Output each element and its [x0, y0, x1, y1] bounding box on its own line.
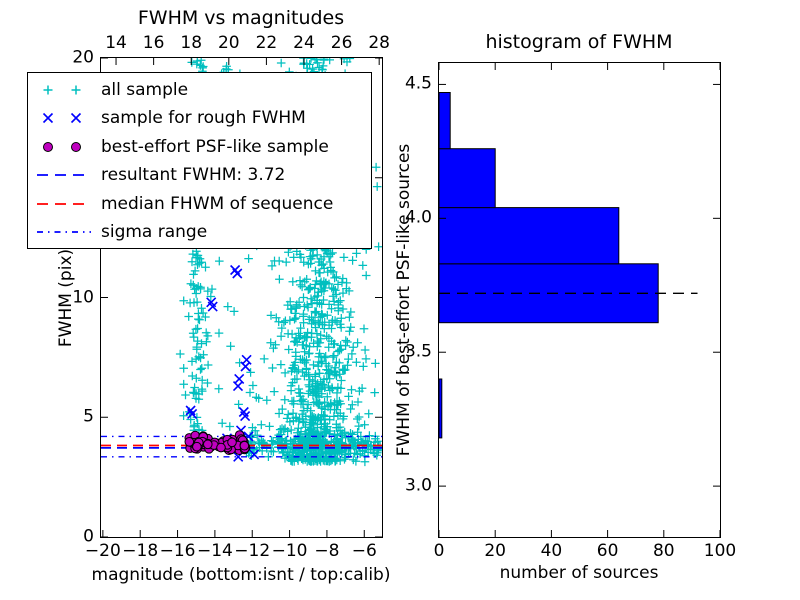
- left-y-tick-label: 5: [83, 406, 94, 427]
- circle-marker-icon: [43, 141, 81, 152]
- histogram-bar: [439, 378, 443, 439]
- left-top-tick-label: 22: [255, 33, 278, 53]
- histogram-bar: [439, 207, 620, 265]
- right-plot-axes: [438, 62, 721, 538]
- histogram-bar: [439, 92, 451, 150]
- legend: all sample sample for rough FWHM best-effo…: [27, 72, 372, 249]
- psf-sample-point: [192, 441, 202, 452]
- right-x-tick-label: 40: [540, 541, 563, 561]
- legend-entry-label: median FHWM of sequence: [101, 193, 334, 214]
- right-y-tick-label: 4.5: [404, 73, 432, 94]
- psf-sample-point: [239, 440, 250, 451]
- right-x-tick-label: 60: [596, 541, 619, 561]
- right-y-tick-label: 3.0: [404, 475, 432, 496]
- right-x-tick-label: 20: [484, 541, 507, 561]
- left-top-tick-label: 18: [180, 33, 203, 53]
- right-y-tick-label: 3.5: [404, 341, 432, 362]
- legend-entry: sample for rough FWHM: [34, 104, 306, 132]
- x-marker-icon: [42, 113, 82, 124]
- left-y-tick-label: 20: [72, 47, 94, 68]
- legend-entry-label: sample for rough FWHM: [101, 108, 306, 129]
- left-x-tick-label: −16: [159, 541, 196, 561]
- psf-sample-point: [227, 437, 237, 448]
- left-top-tick-label: 20: [217, 33, 240, 53]
- left-x-tick-label: −6: [351, 541, 377, 561]
- right-plot-canvas: [439, 63, 720, 537]
- plus-marker-icon: [43, 85, 81, 95]
- right-y-tick-label: 4.0: [404, 207, 432, 228]
- legend-entry: best-effort PSF-like sample: [34, 133, 329, 161]
- psf-sample-point: [203, 439, 213, 450]
- dashed-line-icon: [37, 174, 91, 177]
- right-plot-title: histogram of FWHM: [485, 31, 673, 53]
- histogram-bar: [439, 148, 496, 209]
- left-top-tick-label: 26: [330, 33, 353, 53]
- left-x-tick-label: −18: [122, 541, 159, 561]
- dashdot-line-icon: [37, 231, 91, 233]
- left-y-tick-label: 10: [72, 287, 94, 307]
- left-x-tick-label: −10: [271, 541, 308, 561]
- legend-entry: all sample: [34, 76, 188, 104]
- dashed-line-icon: [37, 202, 91, 205]
- legend-entry-label: best-effort PSF-like sample: [101, 136, 329, 157]
- left-plot-canvas: [101, 58, 382, 537]
- left-top-tick-label: 28: [368, 33, 390, 53]
- scatter-rough-fwhm-sample: [185, 264, 260, 462]
- psf-sample-point: [184, 437, 195, 447]
- left-top-tick-label: 16: [142, 33, 165, 53]
- legend-entry: median FHWM of sequence: [34, 190, 333, 218]
- left-plot-title: FWHM vs magnitudes: [137, 7, 345, 29]
- psf-sample-point: [216, 442, 226, 453]
- scatter-psf-like-sample: [184, 430, 251, 456]
- legend-entry: resultant FWHM: 3.72: [34, 161, 285, 189]
- legend-entry-label: all sample: [101, 80, 189, 100]
- legend-entry-label: resultant FWHM: 3.72: [101, 165, 286, 186]
- right-plot-ylabel: FWHM of best-effort PSF-like sources: [394, 143, 414, 457]
- left-top-tick-label: 14: [105, 33, 127, 53]
- left-y-tick-label: 0: [83, 526, 94, 547]
- right-x-tick-label: 0: [433, 541, 445, 561]
- left-x-tick-label: −14: [196, 541, 233, 561]
- right-x-tick-label: 100: [703, 541, 737, 561]
- legend-entry-label: sigma range: [101, 222, 208, 242]
- legend-entry: sigma range: [34, 218, 207, 246]
- left-top-tick-label: 24: [293, 33, 315, 53]
- left-x-tick-label: −20: [84, 541, 121, 561]
- left-plot-xlabel: magnitude (bottom:isnt / top:calib): [91, 565, 391, 585]
- right-plot-xlabel: number of sources: [499, 563, 659, 583]
- left-x-tick-label: −8: [314, 541, 340, 561]
- left-x-tick-label: −12: [234, 541, 271, 561]
- right-x-tick-label: 80: [652, 541, 675, 561]
